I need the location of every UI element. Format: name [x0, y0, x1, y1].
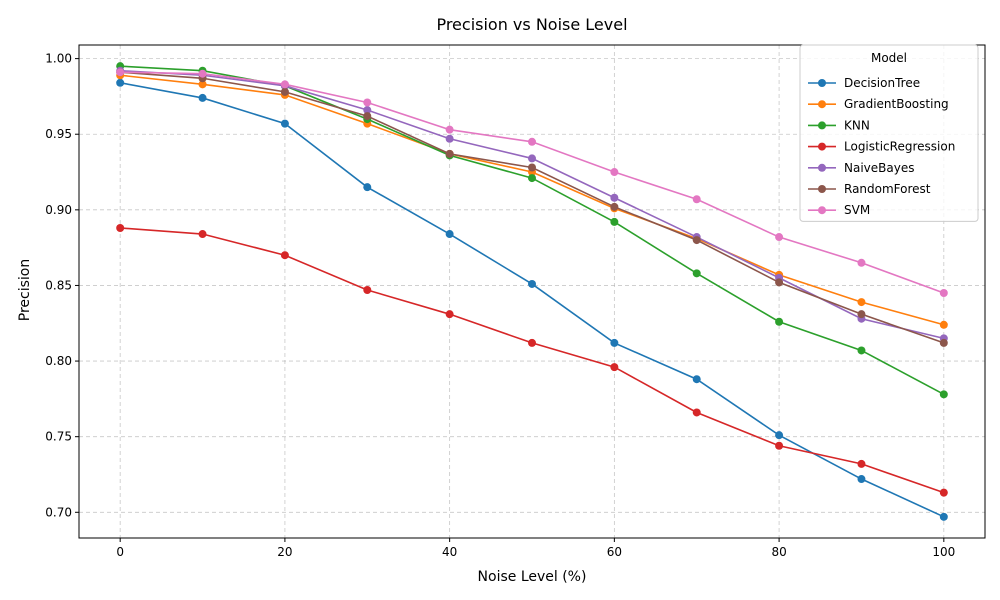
data-point	[363, 106, 372, 115]
data-point	[692, 375, 701, 384]
data-point	[528, 279, 536, 288]
data-point	[610, 168, 619, 177]
data-point	[528, 338, 536, 347]
data-point	[692, 408, 701, 417]
data-point	[775, 317, 784, 326]
series-layer	[116, 62, 948, 521]
legend-swatch-marker	[818, 100, 826, 109]
x-tick-label: 20	[277, 545, 292, 559]
legend-swatch-marker	[818, 79, 826, 87]
legend: Model DecisionTree GradientBoosting KNN Log…	[799, 44, 979, 222]
x-axis-title: Noise Level (%)	[478, 569, 587, 585]
data-point	[610, 338, 619, 347]
data-point	[610, 202, 619, 211]
x-tick-label: 80	[771, 545, 786, 559]
data-point	[939, 390, 948, 399]
data-point	[939, 289, 948, 298]
data-point	[528, 163, 536, 172]
data-point	[528, 154, 536, 163]
data-point	[363, 183, 372, 192]
data-point	[445, 230, 454, 239]
axis-ticks: 0 20 40 60 80 100 0.70 0.75 0.80 0.85 0.90 0.95 1.00	[45, 52, 955, 559]
grid	[79, 45, 985, 538]
data-point	[692, 269, 701, 278]
data-point	[857, 459, 866, 468]
x-tick-label: 40	[442, 545, 457, 559]
legend-box	[799, 44, 979, 222]
data-point	[528, 137, 536, 146]
data-point	[445, 149, 454, 158]
legend-label: KNN	[844, 118, 870, 132]
data-point	[445, 125, 454, 134]
series-svm	[116, 68, 948, 298]
y-tick-label: 1.00	[45, 52, 72, 66]
data-point	[198, 93, 207, 102]
data-point	[363, 285, 372, 294]
data-point	[363, 112, 372, 121]
legend-swatch-marker	[818, 163, 826, 172]
data-point	[280, 119, 289, 128]
legend-label: DecisionTree	[844, 76, 920, 90]
data-point	[198, 230, 207, 239]
legend-title: Model	[871, 51, 907, 65]
data-point	[280, 80, 289, 89]
legend-label: LogisticRegression	[844, 140, 955, 154]
data-point	[445, 134, 454, 143]
data-point	[280, 251, 289, 260]
legend-label: NaiveBayes	[844, 161, 914, 175]
data-point	[280, 87, 289, 96]
data-point	[610, 217, 619, 226]
series-decisiontree	[116, 78, 948, 521]
data-point	[939, 512, 948, 521]
data-point	[939, 488, 948, 497]
data-point	[363, 98, 372, 107]
data-point	[857, 475, 866, 484]
data-point	[528, 174, 536, 183]
series-randomforest	[116, 68, 948, 347]
data-point	[939, 320, 948, 329]
series-logisticregression	[116, 223, 948, 497]
legend-swatch-marker	[818, 185, 826, 193]
y-axis-title: Precision	[17, 259, 33, 321]
legend-label: RandomForest	[844, 182, 931, 196]
data-point	[445, 310, 454, 319]
x-tick-label: 0	[116, 545, 124, 559]
y-tick-label: 0.70	[45, 505, 72, 519]
legend-swatch-marker	[818, 142, 826, 151]
data-point	[116, 78, 125, 87]
data-point	[198, 69, 207, 78]
x-tick-label: 100	[932, 545, 955, 559]
data-point	[610, 193, 619, 202]
y-tick-label: 0.75	[45, 430, 72, 444]
chart-title: Precision vs Noise Level	[436, 15, 627, 34]
data-point	[775, 233, 784, 242]
data-point	[775, 431, 784, 440]
x-tick-label: 60	[607, 545, 622, 559]
legend-label: GradientBoosting	[844, 97, 949, 111]
data-point	[857, 258, 866, 267]
legend-label: SVM	[844, 203, 870, 217]
data-point	[939, 338, 948, 347]
data-point	[775, 441, 784, 450]
data-point	[692, 195, 701, 204]
data-point	[775, 278, 784, 287]
data-point	[116, 223, 125, 232]
data-point	[610, 363, 619, 372]
y-tick-label: 0.90	[45, 203, 72, 217]
plot-frame	[78, 44, 986, 539]
data-point	[692, 236, 701, 245]
legend-swatch-marker	[818, 206, 826, 215]
y-tick-label: 0.95	[45, 127, 72, 141]
data-point	[857, 346, 866, 355]
data-point	[857, 298, 866, 307]
legend-swatch-marker	[818, 121, 826, 130]
data-point	[857, 310, 866, 319]
y-tick-label: 0.85	[45, 278, 72, 292]
data-point	[116, 68, 125, 77]
y-tick-label: 0.80	[45, 354, 72, 368]
data-point	[198, 80, 207, 89]
